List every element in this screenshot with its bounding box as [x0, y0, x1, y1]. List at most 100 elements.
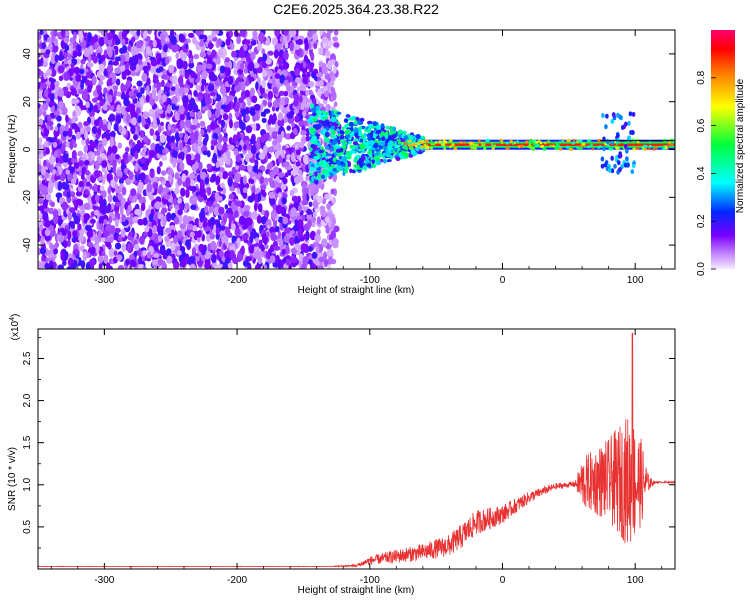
heatmap-cell — [430, 142, 436, 146]
heatmap-cell — [339, 135, 345, 140]
heatmap-cell — [392, 126, 397, 132]
heatmap-cell — [309, 188, 315, 196]
heatmap-cell — [240, 121, 246, 131]
heatmap-cell — [285, 258, 291, 266]
heatmap-cell — [317, 109, 322, 116]
heatmap-cell — [166, 128, 173, 136]
heatmap-cell — [216, 195, 223, 201]
heatmap-cell — [84, 169, 90, 176]
heatmap-cell — [554, 147, 560, 150]
heatmap-cell — [423, 143, 427, 147]
heatmap-cell — [116, 169, 122, 177]
heatmap-cell — [222, 152, 227, 163]
heatmap-cell — [182, 60, 188, 70]
heatmap-cell — [321, 174, 325, 179]
heatmap-cell — [499, 138, 504, 142]
heatmap-cell — [347, 117, 354, 121]
heatmap-cell — [130, 45, 137, 56]
heatmap-cell — [367, 120, 373, 125]
heatmap-cell — [149, 170, 155, 179]
heatmap-cell — [372, 142, 379, 149]
heatmap-cell — [354, 148, 358, 152]
heatmap-cell — [141, 117, 146, 128]
heatmap-cell — [623, 141, 628, 145]
heatmap-cell — [355, 154, 362, 159]
heatmap-cell — [493, 144, 497, 148]
heatmap-cell — [103, 68, 108, 77]
heatmap-cell — [529, 146, 535, 150]
heatmap-cell — [245, 256, 252, 262]
heatmap-cell — [93, 36, 99, 43]
heatmap-cell — [623, 144, 628, 149]
heatmap-cell — [83, 144, 89, 154]
heatmap-cell — [137, 218, 144, 226]
heatmap-cell — [327, 264, 332, 269]
heatmap-cell — [185, 177, 191, 187]
heatmap-cell — [251, 95, 258, 104]
heatmap-cell — [127, 155, 133, 161]
heatmap-cell — [394, 145, 399, 149]
x-tick-label: -100 — [360, 575, 380, 586]
heatmap-cell — [224, 236, 229, 246]
snr-y-scale-label: (x104) — [9, 314, 21, 341]
heatmap-cell — [509, 140, 513, 143]
heatmap-cell — [236, 237, 241, 245]
heatmap-cell — [360, 155, 366, 162]
heatmap-cell — [98, 119, 104, 129]
heatmap-cell — [333, 30, 339, 36]
heatmap-cell — [215, 161, 220, 168]
heatmap-cell — [289, 189, 295, 197]
heatmap-cell — [226, 150, 231, 159]
heatmap-cell — [384, 139, 389, 144]
y-tick-label: 40 — [22, 48, 33, 60]
heatmap-cell — [67, 51, 72, 60]
heatmap-cell — [39, 30, 44, 35]
heatmap-cell — [555, 144, 560, 147]
heatmap-cell — [217, 157, 224, 167]
heatmap-cell — [314, 234, 322, 243]
heatmap-cell — [190, 101, 197, 110]
heatmap-cell — [199, 187, 206, 198]
heatmap-cell — [165, 82, 171, 88]
heatmap-cell — [137, 181, 144, 192]
heatmap-cell — [227, 171, 234, 178]
heatmap-cell — [86, 62, 94, 68]
heatmap-cell — [161, 94, 167, 103]
heatmap-cell — [171, 43, 179, 53]
scale-exponent: 4 — [9, 317, 16, 321]
heatmap-cell — [228, 178, 233, 188]
heatmap-cell — [46, 114, 52, 122]
heatmap-cell — [329, 80, 335, 87]
heatmap-cell — [525, 140, 529, 144]
heatmap-cell — [208, 71, 216, 82]
heatmap-cell — [44, 229, 51, 237]
heatmap-cell — [330, 125, 335, 130]
heatmap-cell — [121, 30, 127, 39]
heatmap-cell — [217, 38, 222, 47]
heatmap-cell — [267, 177, 273, 183]
heatmap-cell — [201, 78, 207, 86]
heatmap-cell — [243, 43, 248, 52]
heatmap-cell — [184, 43, 189, 49]
heatmap-cell — [317, 88, 322, 97]
heatmap-cell — [57, 88, 64, 97]
heatmap-cell — [62, 152, 69, 163]
heatmap-cell — [235, 101, 240, 109]
heatmap-cell — [129, 30, 136, 36]
heatmap-cell — [142, 250, 147, 257]
heatmap-cell — [184, 133, 189, 143]
heatmap-cell — [195, 30, 202, 37]
heatmap-cell — [120, 228, 126, 238]
heatmap-cell — [103, 34, 108, 45]
heatmap-cell — [50, 83, 55, 91]
heatmap-cell — [78, 234, 85, 242]
heatmap-cell — [171, 229, 175, 238]
heatmap-cell — [211, 140, 218, 146]
heatmap-cell — [238, 182, 244, 190]
heatmap-cell — [189, 179, 195, 187]
heatmap-cell — [112, 60, 119, 66]
heatmap-cell — [612, 112, 616, 118]
heatmap-cell — [99, 99, 105, 107]
heatmap-cell — [211, 173, 217, 182]
